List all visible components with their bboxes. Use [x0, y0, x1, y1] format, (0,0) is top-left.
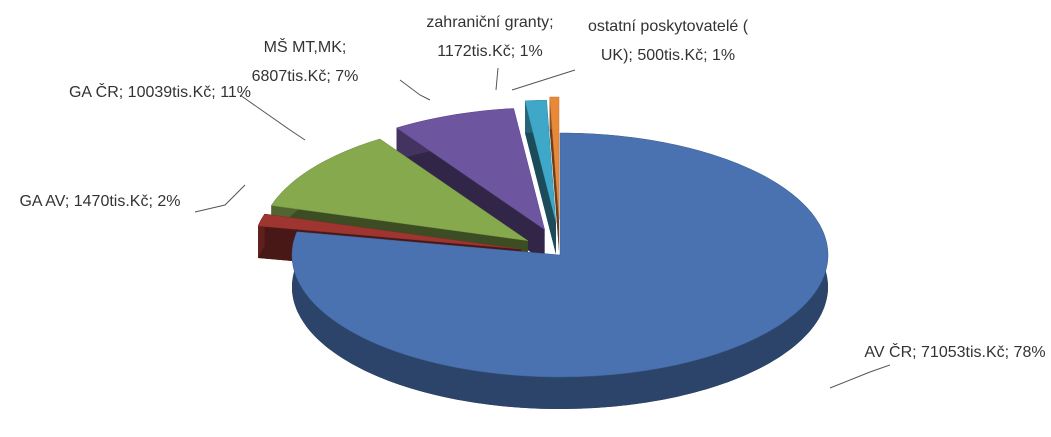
value-label: 1172tis.Kč: [437, 43, 511, 60]
category: MŠ MT,MK: [263, 39, 342, 56]
slice-top: [524, 99, 557, 223]
separator: ;: [148, 193, 153, 210]
slice-top: [257, 213, 522, 250]
leader-line: [194, 184, 246, 213]
data-label: ostatní poskytovatelé ( UK); 500tis.Kč; …: [586, 12, 751, 70]
data-label: GA ČR; 10039tis.Kč; 11%: [68, 78, 253, 107]
value-label: 1470tis.Kč: [73, 193, 149, 210]
category: GA ČR: [68, 84, 119, 101]
value-label: 71053tis.Kč: [921, 344, 1005, 361]
leader-line: [495, 67, 499, 91]
slice-top: [291, 132, 829, 378]
percent-label: 1%: [519, 43, 543, 60]
slice-side: [549, 97, 559, 251]
leader-line: [399, 79, 431, 101]
separator: ;: [341, 39, 347, 56]
separator: ;: [211, 84, 216, 101]
data-label: MŠ MT,MK; 6807tis.Kč; 7%: [240, 33, 370, 91]
percent-label: 78%: [1013, 344, 1046, 361]
slice-side: [525, 100, 556, 255]
separator: ;: [1004, 344, 1010, 361]
separator: ;: [912, 344, 917, 361]
data-label: AV ČR; 71053tis.Kč; 78%: [860, 338, 1050, 367]
percent-label: 11%: [220, 84, 252, 101]
data-label: GA AV; 1470tis.Kč; 2%: [13, 187, 188, 216]
slice-top: [395, 108, 546, 231]
separator: ;: [118, 84, 124, 101]
leader-line: [239, 94, 306, 141]
separator: ;: [326, 68, 331, 85]
category: AV ČR: [864, 344, 913, 361]
percent-label: 7%: [335, 68, 359, 85]
slice-top: [549, 96, 560, 220]
percent-label: 2%: [157, 193, 181, 210]
category: GA AV: [19, 193, 65, 210]
leader-line: [829, 364, 891, 389]
category: ostatní poskytovatelé ( UK): [587, 18, 749, 64]
value-label: 500tis.Kč: [637, 47, 704, 64]
category: zahraniční granty: [426, 14, 550, 31]
value-label: 6807tis.Kč: [251, 68, 327, 85]
slice-top: [270, 138, 529, 241]
value-label: 10039tis.Kč: [127, 84, 212, 101]
pie-slice: [291, 132, 829, 409]
separator: ;: [510, 43, 516, 60]
separator: ;: [64, 193, 70, 210]
pie-slice: [524, 99, 557, 255]
leader-line: [511, 69, 576, 91]
separator: ;: [703, 47, 708, 64]
separator: ;: [628, 47, 633, 64]
separator: ;: [549, 14, 554, 31]
percent-label: 1%: [712, 47, 736, 64]
data-label: zahraniční granty; 1172tis.Kč; 1%: [408, 8, 573, 66]
pie-slice: [549, 96, 560, 251]
